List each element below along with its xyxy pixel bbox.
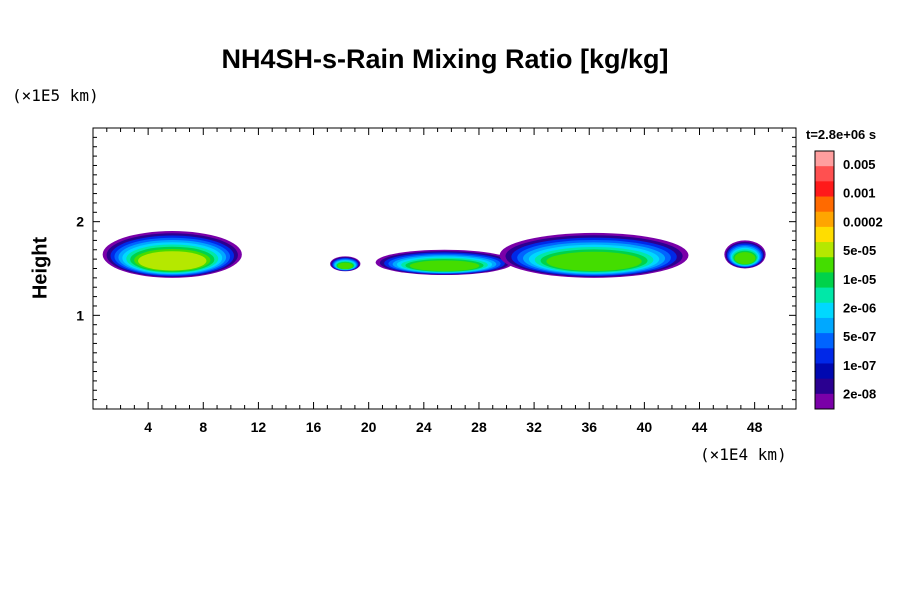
y-tick-label: 2 <box>76 214 84 230</box>
colorbar-swatch <box>815 196 834 213</box>
colorbar-swatch <box>815 211 834 228</box>
time-label: t=2.8e+06 s <box>806 127 877 142</box>
x-tick-label: 16 <box>306 419 322 435</box>
contour-region-4-level-9 <box>546 251 642 272</box>
x-axis: 4 8 12 16 20 24 28 32 36 40 44 48 <box>106 128 783 435</box>
contour-region-3-level-9 <box>409 260 480 272</box>
colorbar-swatch <box>815 393 834 410</box>
colorbar-swatch <box>815 181 834 198</box>
colorbar-swatch <box>815 333 834 349</box>
y-tick-label: 1 <box>76 307 84 323</box>
colorbar-swatch <box>815 242 834 258</box>
colorbar-swatch <box>815 287 834 304</box>
x-tick-label: 24 <box>416 419 432 435</box>
colorbar-swatch <box>815 363 834 380</box>
colorbar-swatch <box>815 226 834 243</box>
x-tick-label: 36 <box>581 419 597 435</box>
colorbar-label: 5e-05 <box>843 243 876 258</box>
contour-region-2-level-9 <box>337 262 353 270</box>
x-tick-label: 8 <box>199 419 207 435</box>
colorbar-swatch <box>815 378 834 395</box>
colorbar-frame <box>814 150 835 410</box>
colorbar-label: 0.001 <box>843 186 876 201</box>
y-axis: 12 <box>76 136 796 401</box>
x-tick-label: 48 <box>747 419 763 435</box>
colorbar-swatch <box>815 302 834 319</box>
x-tick-label: 28 <box>471 419 487 435</box>
contour-regions <box>102 231 766 278</box>
x-tick-label: 12 <box>251 419 267 435</box>
colorbar-label: 0.005 <box>843 157 876 172</box>
colorbar-swatch <box>815 348 834 364</box>
contour-region-5-level-9 <box>734 252 756 265</box>
colorbar-swatch <box>815 317 834 334</box>
x-tick-label: 20 <box>361 419 377 435</box>
colorbar-label: 5e-07 <box>843 329 876 344</box>
colorbar-label: 1e-07 <box>843 358 876 373</box>
colorbar-swatch <box>815 151 834 167</box>
x-tick-label: 44 <box>692 419 708 435</box>
colorbar-label: 2e-08 <box>843 387 876 402</box>
x-tick-label: 40 <box>637 419 653 435</box>
y-axis-multiplier: (×1E5 km) <box>12 86 99 105</box>
colorbar-label: 0.0002 <box>843 214 883 229</box>
colorbar-swatch <box>815 257 834 273</box>
chart-title: NH4SH-s-Rain Mixing Ratio [kg/kg] <box>221 44 669 74</box>
x-tick-label: 4 <box>144 419 152 435</box>
colorbar-label: 1e-05 <box>843 272 876 287</box>
colorbar-label: 2e-06 <box>843 301 876 316</box>
colorbar-swatch <box>815 166 834 182</box>
x-tick-label: 32 <box>526 419 542 435</box>
colorbar-swatch <box>815 272 834 289</box>
x-axis-multiplier: (×1E4 km) <box>700 445 787 464</box>
contour-region-1-level-10 <box>138 251 207 271</box>
colorbar: 0.005 0.001 0.0002 5e-05 1e-05 2e-06 5e-07 1e-0… <box>814 150 883 410</box>
